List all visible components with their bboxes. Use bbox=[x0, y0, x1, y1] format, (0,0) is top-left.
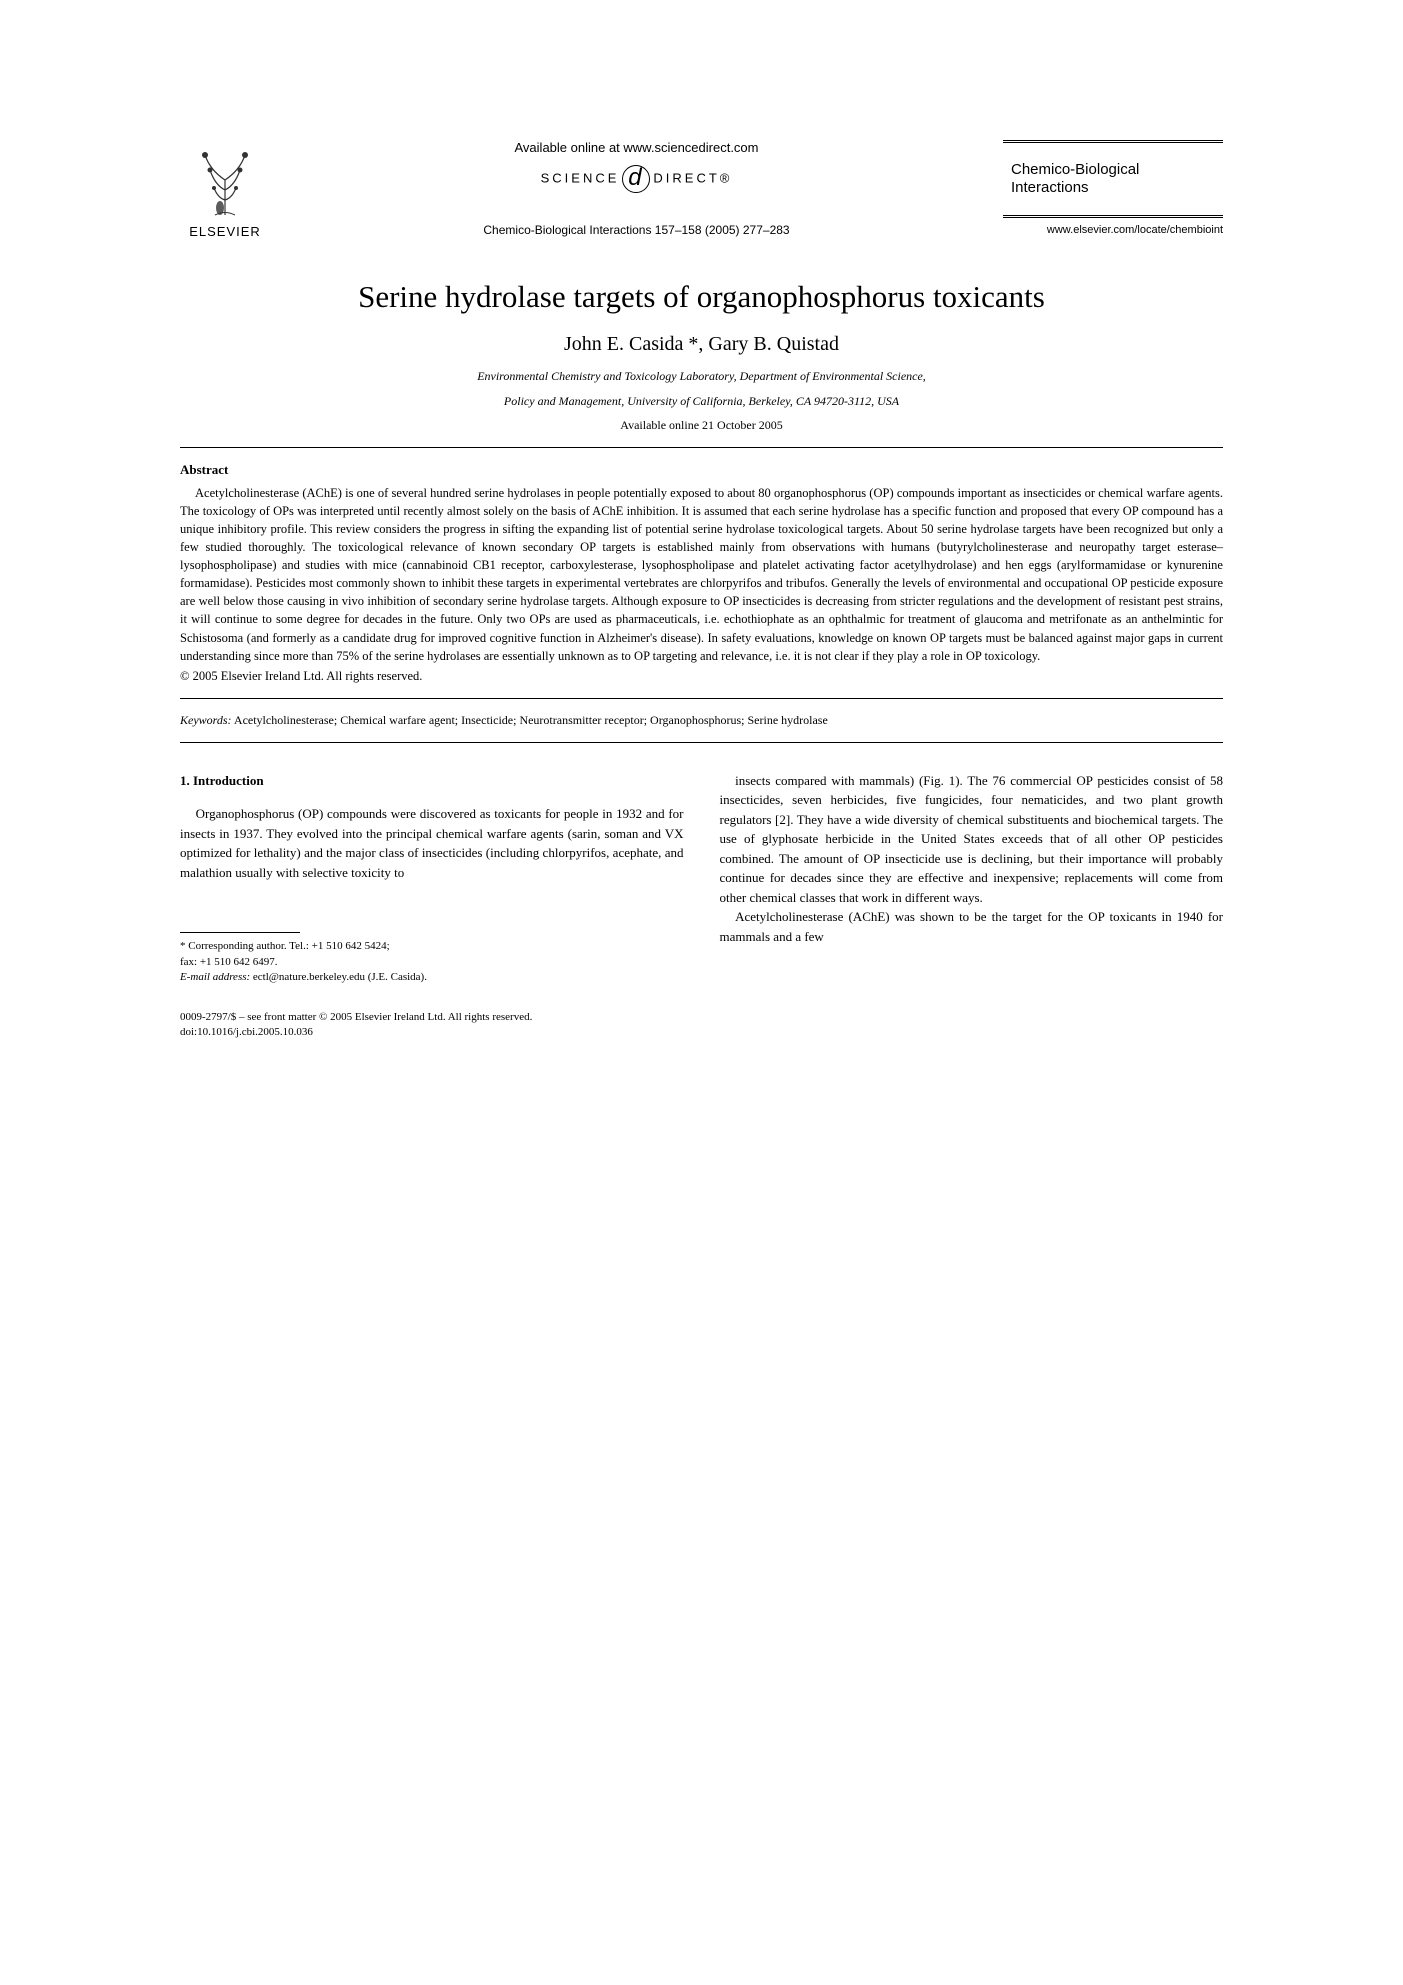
email-value[interactable]: ectl@nature.berkeley.edu (J.E. Casida). bbox=[253, 971, 427, 983]
journal-title-box: Chemico-Biological Interactions www.else… bbox=[1003, 140, 1223, 236]
abstract-copyright: © 2005 Elsevier Ireland Ltd. All rights … bbox=[180, 669, 1223, 684]
affiliation-line2: Policy and Management, University of Cal… bbox=[180, 393, 1223, 410]
footnotes: * Corresponding author. Tel.: +1 510 642… bbox=[180, 939, 684, 985]
front-matter-line: 0009-2797/$ – see front matter © 2005 El… bbox=[180, 1010, 1223, 1025]
elsevier-tree-logo bbox=[190, 140, 260, 220]
divider-top bbox=[180, 447, 1223, 448]
fax-line: fax: +1 510 642 6497. bbox=[180, 955, 684, 970]
right-column: insects compared with mammals) (Fig. 1).… bbox=[720, 771, 1224, 986]
intro-paragraph-left: Organophosphorus (OP) compounds were dis… bbox=[180, 804, 684, 882]
body-columns: 1. Introduction Organophosphorus (OP) co… bbox=[180, 771, 1223, 986]
journal-name-line1: Chemico-Biological bbox=[1011, 161, 1223, 179]
keywords-row: Keywords: Acetylcholinesterase; Chemical… bbox=[180, 713, 1223, 728]
journal-box-frame: Chemico-Biological Interactions bbox=[1003, 140, 1223, 218]
available-online-date: Available online 21 October 2005 bbox=[180, 418, 1223, 433]
abstract-heading: Abstract bbox=[180, 462, 1223, 478]
publisher-name: ELSEVIER bbox=[189, 224, 261, 239]
email-line: E-mail address: ectl@nature.berkeley.edu… bbox=[180, 970, 684, 985]
sd-right: DIRECT® bbox=[653, 170, 732, 185]
doi-line: doi:10.1016/j.cbi.2005.10.036 bbox=[180, 1025, 1223, 1040]
title-block: Serine hydrolase targets of organophosph… bbox=[180, 279, 1223, 433]
authors: John E. Casida *, Gary B. Quistad bbox=[180, 333, 1223, 356]
keywords-label: Keywords: bbox=[180, 713, 232, 727]
publisher-block: ELSEVIER bbox=[180, 140, 270, 239]
sd-at-icon: d bbox=[622, 165, 650, 193]
science-direct-brand: SCIENCEdDIRECT® bbox=[290, 165, 983, 193]
available-online-text: Available online at www.sciencedirect.co… bbox=[290, 140, 983, 155]
journal-header: ELSEVIER Available online at www.science… bbox=[180, 140, 1223, 239]
keywords-list: Acetylcholinesterase; Chemical warfare a… bbox=[234, 713, 828, 727]
abstract-section: Abstract Acetylcholinesterase (AChE) is … bbox=[180, 462, 1223, 684]
corresponding-author: * Corresponding author. Tel.: +1 510 642… bbox=[180, 939, 684, 954]
email-label: E-mail address: bbox=[180, 971, 250, 983]
divider-mid bbox=[180, 698, 1223, 699]
sd-left: SCIENCE bbox=[541, 170, 620, 185]
journal-citation: Chemico-Biological Interactions 157–158 … bbox=[290, 223, 983, 237]
footnote-rule bbox=[180, 932, 300, 933]
center-header: Available online at www.sciencedirect.co… bbox=[270, 140, 1003, 237]
article-title: Serine hydrolase targets of organophosph… bbox=[180, 279, 1223, 315]
journal-name-line2: Interactions bbox=[1011, 179, 1223, 197]
divider-bottom bbox=[180, 742, 1223, 743]
abstract-body: Acetylcholinesterase (AChE) is one of se… bbox=[180, 484, 1223, 665]
intro-paragraph-right-1: insects compared with mammals) (Fig. 1).… bbox=[720, 771, 1224, 908]
intro-paragraph-right-2: Acetylcholinesterase (AChE) was shown to… bbox=[720, 907, 1224, 946]
journal-url[interactable]: www.elsevier.com/locate/chembioint bbox=[1003, 224, 1223, 236]
page-footer: 0009-2797/$ – see front matter © 2005 El… bbox=[180, 1010, 1223, 1041]
left-column: 1. Introduction Organophosphorus (OP) co… bbox=[180, 771, 684, 986]
affiliation-line1: Environmental Chemistry and Toxicology L… bbox=[180, 368, 1223, 385]
section-1-heading: 1. Introduction bbox=[180, 771, 684, 791]
